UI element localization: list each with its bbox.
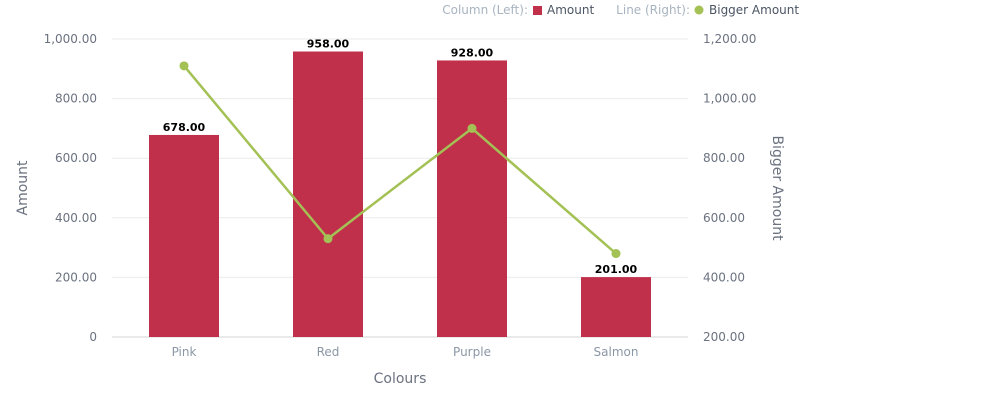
y-tick-label: 800.00 bbox=[55, 92, 97, 106]
line-point[interactable] bbox=[611, 249, 621, 259]
y-axis-title: Amount bbox=[15, 160, 31, 216]
line-point[interactable] bbox=[323, 234, 333, 244]
y2-tick-label: 600.00 bbox=[703, 211, 745, 225]
y2-tick-label: 200.00 bbox=[703, 330, 745, 344]
y-tick-label: 600.00 bbox=[55, 151, 97, 165]
bar-data-label: 958.00 bbox=[307, 38, 350, 51]
x-tick-label: Purple bbox=[453, 345, 491, 359]
right-axis-ticks: 200.00 400.00 600.00 800.00 1,000.00 1,200.00 bbox=[703, 32, 756, 344]
y2-axis-title: Bigger Amount bbox=[769, 135, 785, 241]
legend-column-swatch bbox=[533, 6, 542, 15]
bar-data-label: 678.00 bbox=[163, 121, 206, 134]
y2-tick-label: 1,200.00 bbox=[703, 32, 756, 46]
x-axis-title: Colours bbox=[374, 371, 427, 387]
y-tick-label: 1,000.00 bbox=[44, 32, 97, 46]
line-point[interactable] bbox=[179, 61, 189, 71]
legend-column-name[interactable]: Amount bbox=[547, 3, 594, 17]
legend-line-prefix: Line (Right): bbox=[616, 3, 690, 17]
legend-line-swatch bbox=[694, 5, 704, 15]
bar[interactable] bbox=[437, 60, 507, 338]
bar-data-label: 928.00 bbox=[451, 46, 494, 59]
y2-tick-label: 1,000.00 bbox=[703, 92, 756, 106]
bar-data-label: 201.00 bbox=[595, 263, 638, 276]
line-path bbox=[183, 65, 617, 255]
line-series bbox=[179, 61, 621, 259]
bar[interactable] bbox=[149, 134, 219, 337]
y-tick-label: 400.00 bbox=[55, 211, 97, 225]
y-tick-label: 0 bbox=[89, 330, 97, 344]
y2-tick-label: 400.00 bbox=[703, 270, 745, 284]
data-labels: 678.00 958.00 928.00 201.00 bbox=[163, 38, 638, 277]
bar[interactable] bbox=[581, 277, 651, 337]
x-tick-label: Salmon bbox=[594, 345, 639, 359]
legend: Column (Left): Amount Line (Right): Bigg… bbox=[442, 3, 799, 17]
legend-column-prefix: Column (Left): bbox=[442, 3, 528, 17]
left-axis-ticks: 0 200.00 400.00 600.00 800.00 1,000.00 bbox=[44, 32, 97, 344]
x-tick-label: Red bbox=[317, 345, 340, 359]
bar[interactable] bbox=[293, 51, 363, 338]
y-tick-label: 200.00 bbox=[55, 270, 97, 284]
y2-tick-label: 800.00 bbox=[703, 151, 745, 165]
line-point[interactable] bbox=[467, 123, 477, 133]
bar-series bbox=[149, 51, 651, 338]
x-tick-label: Pink bbox=[172, 345, 197, 359]
category-labels: Pink Red Purple Salmon bbox=[172, 345, 639, 359]
legend-line-name[interactable]: Bigger Amount bbox=[709, 3, 799, 17]
